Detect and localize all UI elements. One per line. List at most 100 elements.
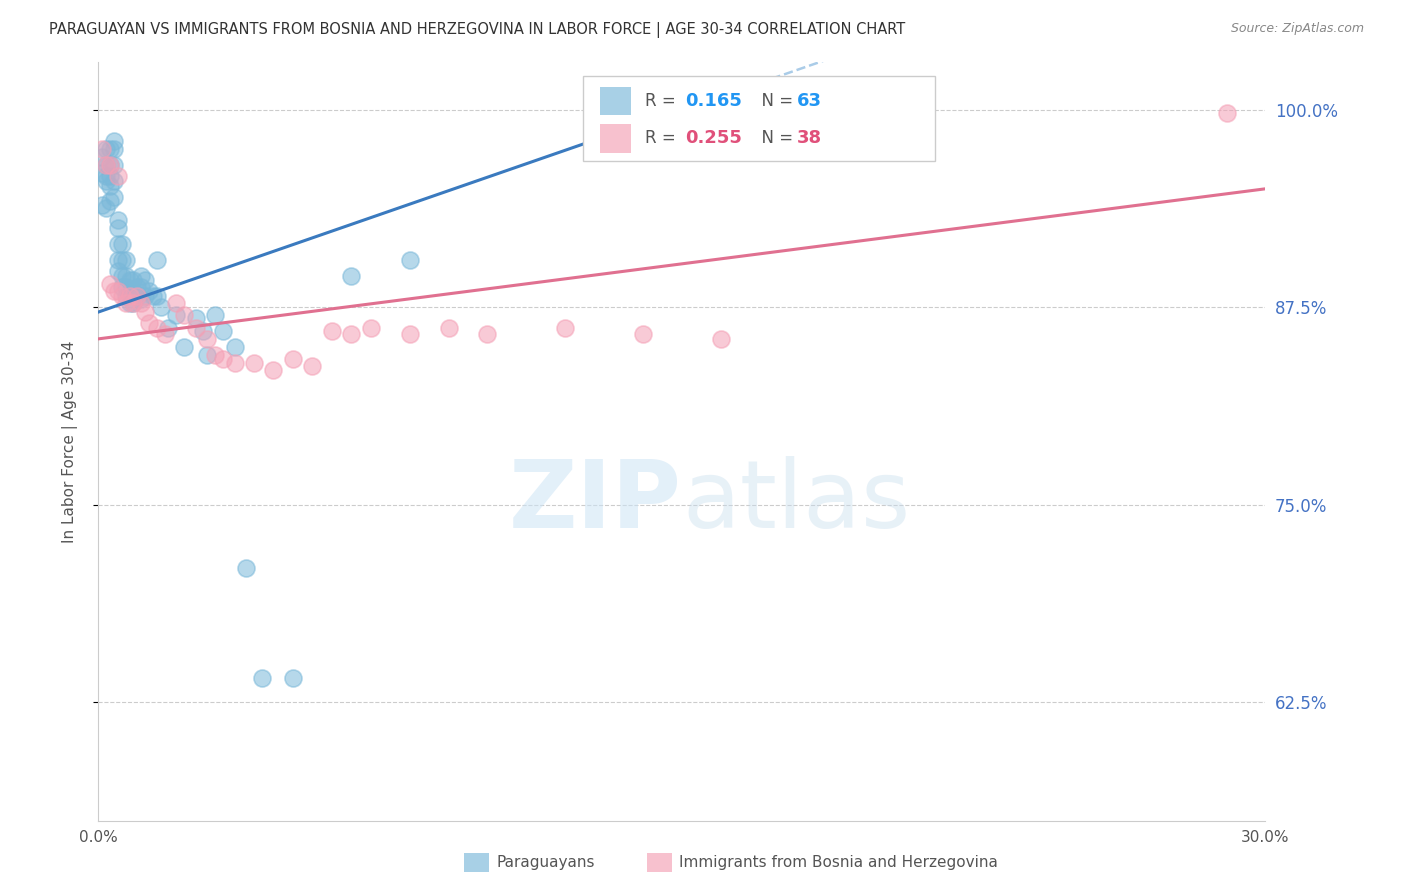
Text: R =: R = bbox=[645, 129, 682, 147]
Text: 0.255: 0.255 bbox=[685, 129, 741, 147]
Y-axis label: In Labor Force | Age 30-34: In Labor Force | Age 30-34 bbox=[62, 340, 77, 543]
Point bbox=[129, 295, 152, 310]
Point bbox=[212, 352, 235, 367]
Text: atlas: atlas bbox=[682, 456, 910, 549]
Point bbox=[195, 332, 218, 346]
Point bbox=[107, 264, 129, 278]
Point bbox=[111, 268, 134, 283]
Point bbox=[122, 295, 145, 310]
Point bbox=[103, 135, 125, 149]
Text: 38: 38 bbox=[797, 129, 823, 147]
Point bbox=[127, 289, 149, 303]
Point bbox=[437, 321, 460, 335]
Point bbox=[107, 285, 129, 299]
Point bbox=[195, 348, 218, 362]
Point bbox=[631, 327, 654, 342]
Point bbox=[114, 268, 136, 283]
Point bbox=[173, 340, 195, 354]
Point bbox=[118, 295, 141, 310]
Text: N =: N = bbox=[751, 129, 799, 147]
Point bbox=[111, 279, 134, 293]
Point bbox=[127, 279, 149, 293]
Point bbox=[710, 332, 733, 346]
Point bbox=[111, 237, 134, 252]
Point bbox=[184, 321, 207, 335]
Point bbox=[165, 308, 187, 322]
Text: Source: ZipAtlas.com: Source: ZipAtlas.com bbox=[1230, 22, 1364, 36]
Point bbox=[204, 348, 226, 362]
Point bbox=[138, 316, 160, 330]
Point bbox=[173, 308, 195, 322]
Point bbox=[138, 285, 160, 299]
Point bbox=[98, 194, 121, 209]
Point bbox=[103, 174, 125, 188]
Text: ZIP: ZIP bbox=[509, 456, 682, 549]
Point bbox=[98, 277, 121, 291]
Point bbox=[157, 321, 180, 335]
Point bbox=[98, 142, 121, 156]
Point bbox=[91, 197, 114, 211]
Point bbox=[98, 158, 121, 172]
Point bbox=[122, 285, 145, 299]
Point bbox=[398, 327, 420, 342]
Point bbox=[212, 324, 235, 338]
Point bbox=[114, 295, 136, 310]
Point bbox=[114, 279, 136, 293]
Point bbox=[114, 252, 136, 267]
Text: R =: R = bbox=[645, 92, 682, 110]
Point bbox=[281, 352, 304, 367]
Point bbox=[118, 289, 141, 303]
Point bbox=[118, 285, 141, 299]
Point bbox=[134, 305, 156, 319]
Point bbox=[360, 321, 382, 335]
Point bbox=[107, 169, 129, 184]
Point bbox=[91, 142, 114, 156]
Point bbox=[122, 295, 145, 310]
Point bbox=[96, 142, 118, 156]
Point bbox=[107, 221, 129, 235]
Point bbox=[224, 340, 246, 354]
Point bbox=[103, 190, 125, 204]
Point bbox=[262, 363, 284, 377]
Text: Immigrants from Bosnia and Herzegovina: Immigrants from Bosnia and Herzegovina bbox=[679, 855, 998, 870]
Point bbox=[243, 355, 266, 369]
Point bbox=[129, 268, 152, 283]
Point bbox=[118, 273, 141, 287]
Point bbox=[184, 311, 207, 326]
Point bbox=[107, 237, 129, 252]
Point bbox=[153, 327, 176, 342]
Point bbox=[149, 300, 172, 314]
Point bbox=[281, 672, 304, 686]
Point bbox=[235, 561, 257, 575]
Point bbox=[165, 295, 187, 310]
Point bbox=[96, 158, 118, 172]
Point bbox=[477, 327, 499, 342]
Point bbox=[103, 158, 125, 172]
Point bbox=[111, 252, 134, 267]
Point bbox=[96, 174, 118, 188]
Point bbox=[146, 252, 169, 267]
Point bbox=[134, 273, 156, 287]
Point bbox=[193, 324, 215, 338]
Point bbox=[127, 289, 149, 303]
Text: 63: 63 bbox=[797, 92, 823, 110]
Point bbox=[98, 158, 121, 172]
Point bbox=[301, 359, 323, 373]
Point bbox=[146, 321, 169, 335]
Text: Paraguayans: Paraguayans bbox=[496, 855, 595, 870]
Point bbox=[114, 289, 136, 303]
Point bbox=[96, 158, 118, 172]
Point bbox=[554, 321, 576, 335]
Point bbox=[91, 166, 114, 180]
Point bbox=[96, 201, 118, 215]
Point bbox=[321, 324, 343, 338]
Point bbox=[96, 169, 118, 184]
Point bbox=[129, 293, 152, 307]
Point bbox=[98, 178, 121, 193]
Point bbox=[224, 355, 246, 369]
Point bbox=[107, 213, 129, 227]
Point bbox=[134, 289, 156, 303]
Point bbox=[91, 150, 114, 164]
Point bbox=[142, 289, 165, 303]
Text: 0.165: 0.165 bbox=[685, 92, 741, 110]
